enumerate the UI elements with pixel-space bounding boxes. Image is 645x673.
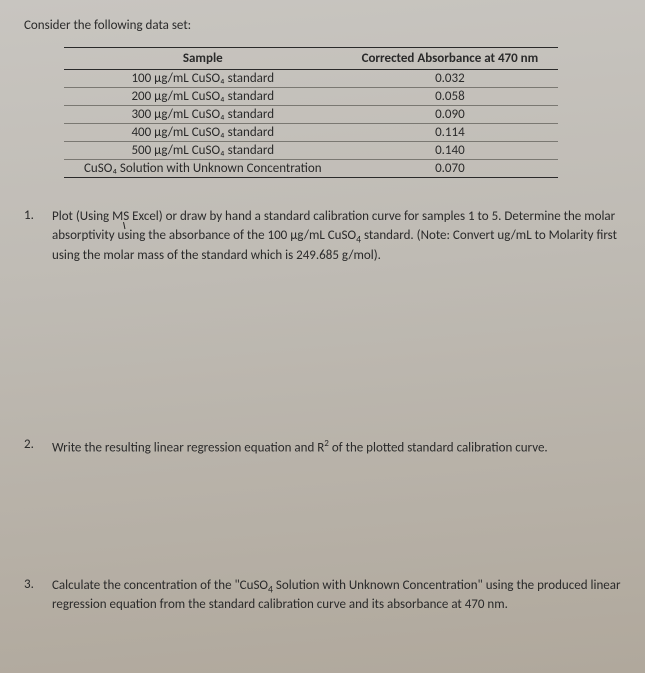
cell-sample: 200 μg/mL CuSO₄ standard bbox=[64, 88, 342, 106]
table-row: 400 μg/mL CuSO₄ standard 0.114 bbox=[64, 124, 558, 142]
question-number: 2. bbox=[24, 437, 38, 452]
cell-sample: 500 μg/mL CuSO₄ standard bbox=[64, 142, 342, 160]
cell-absorbance: 0.032 bbox=[342, 70, 559, 88]
text-cursor-icon: I bbox=[121, 218, 127, 234]
cell-sample: 100 μg/mL CuSO₄ standard bbox=[64, 70, 342, 88]
intro-text: Consider the following data set: bbox=[24, 18, 621, 33]
question-2: 2. Write the resulting linear regression… bbox=[24, 437, 621, 458]
table-row: CuSO₄ Solution with Unknown Concentratio… bbox=[64, 160, 558, 178]
cell-sample: CuSO₄ Solution with Unknown Concentratio… bbox=[64, 160, 342, 178]
cell-absorbance: 0.070 bbox=[342, 160, 559, 178]
table-header-row: Sample Corrected Absorbance at 470 nm bbox=[64, 48, 558, 70]
cell-sample: 300 μg/mL CuSO₄ standard bbox=[64, 106, 342, 124]
cell-sample: 400 μg/mL CuSO₄ standard bbox=[64, 124, 342, 142]
col-absorbance: Corrected Absorbance at 470 nm bbox=[342, 48, 559, 70]
question-number: 3. bbox=[24, 577, 38, 592]
cell-absorbance: 0.114 bbox=[342, 124, 559, 142]
table-row: 100 μg/mL CuSO₄ standard 0.032 bbox=[64, 70, 558, 88]
data-table: Sample Corrected Absorbance at 470 nm 10… bbox=[64, 47, 558, 178]
cell-absorbance: 0.140 bbox=[342, 142, 559, 160]
table-row: 500 μg/mL CuSO₄ standard 0.140 bbox=[64, 142, 558, 160]
table-row: 200 μg/mL CuSO₄ standard 0.058 bbox=[64, 88, 558, 106]
question-number: 1. bbox=[24, 208, 38, 223]
question-text: Plot (Using MIS Excel) or draw by hand a… bbox=[52, 208, 621, 265]
question-1: 1. Plot (Using MIS Excel) or draw by han… bbox=[24, 208, 621, 265]
cell-absorbance: 0.058 bbox=[342, 88, 559, 106]
question-3: 3. Calculate the concentration of the "C… bbox=[24, 577, 621, 616]
cell-absorbance: 0.090 bbox=[342, 106, 559, 124]
table-row: 300 μg/mL CuSO₄ standard 0.090 bbox=[64, 106, 558, 124]
question-text: Write the resulting linear regression eq… bbox=[52, 437, 548, 458]
col-sample: Sample bbox=[64, 48, 342, 70]
question-text: Calculate the concentration of the "CuSO… bbox=[52, 577, 621, 616]
